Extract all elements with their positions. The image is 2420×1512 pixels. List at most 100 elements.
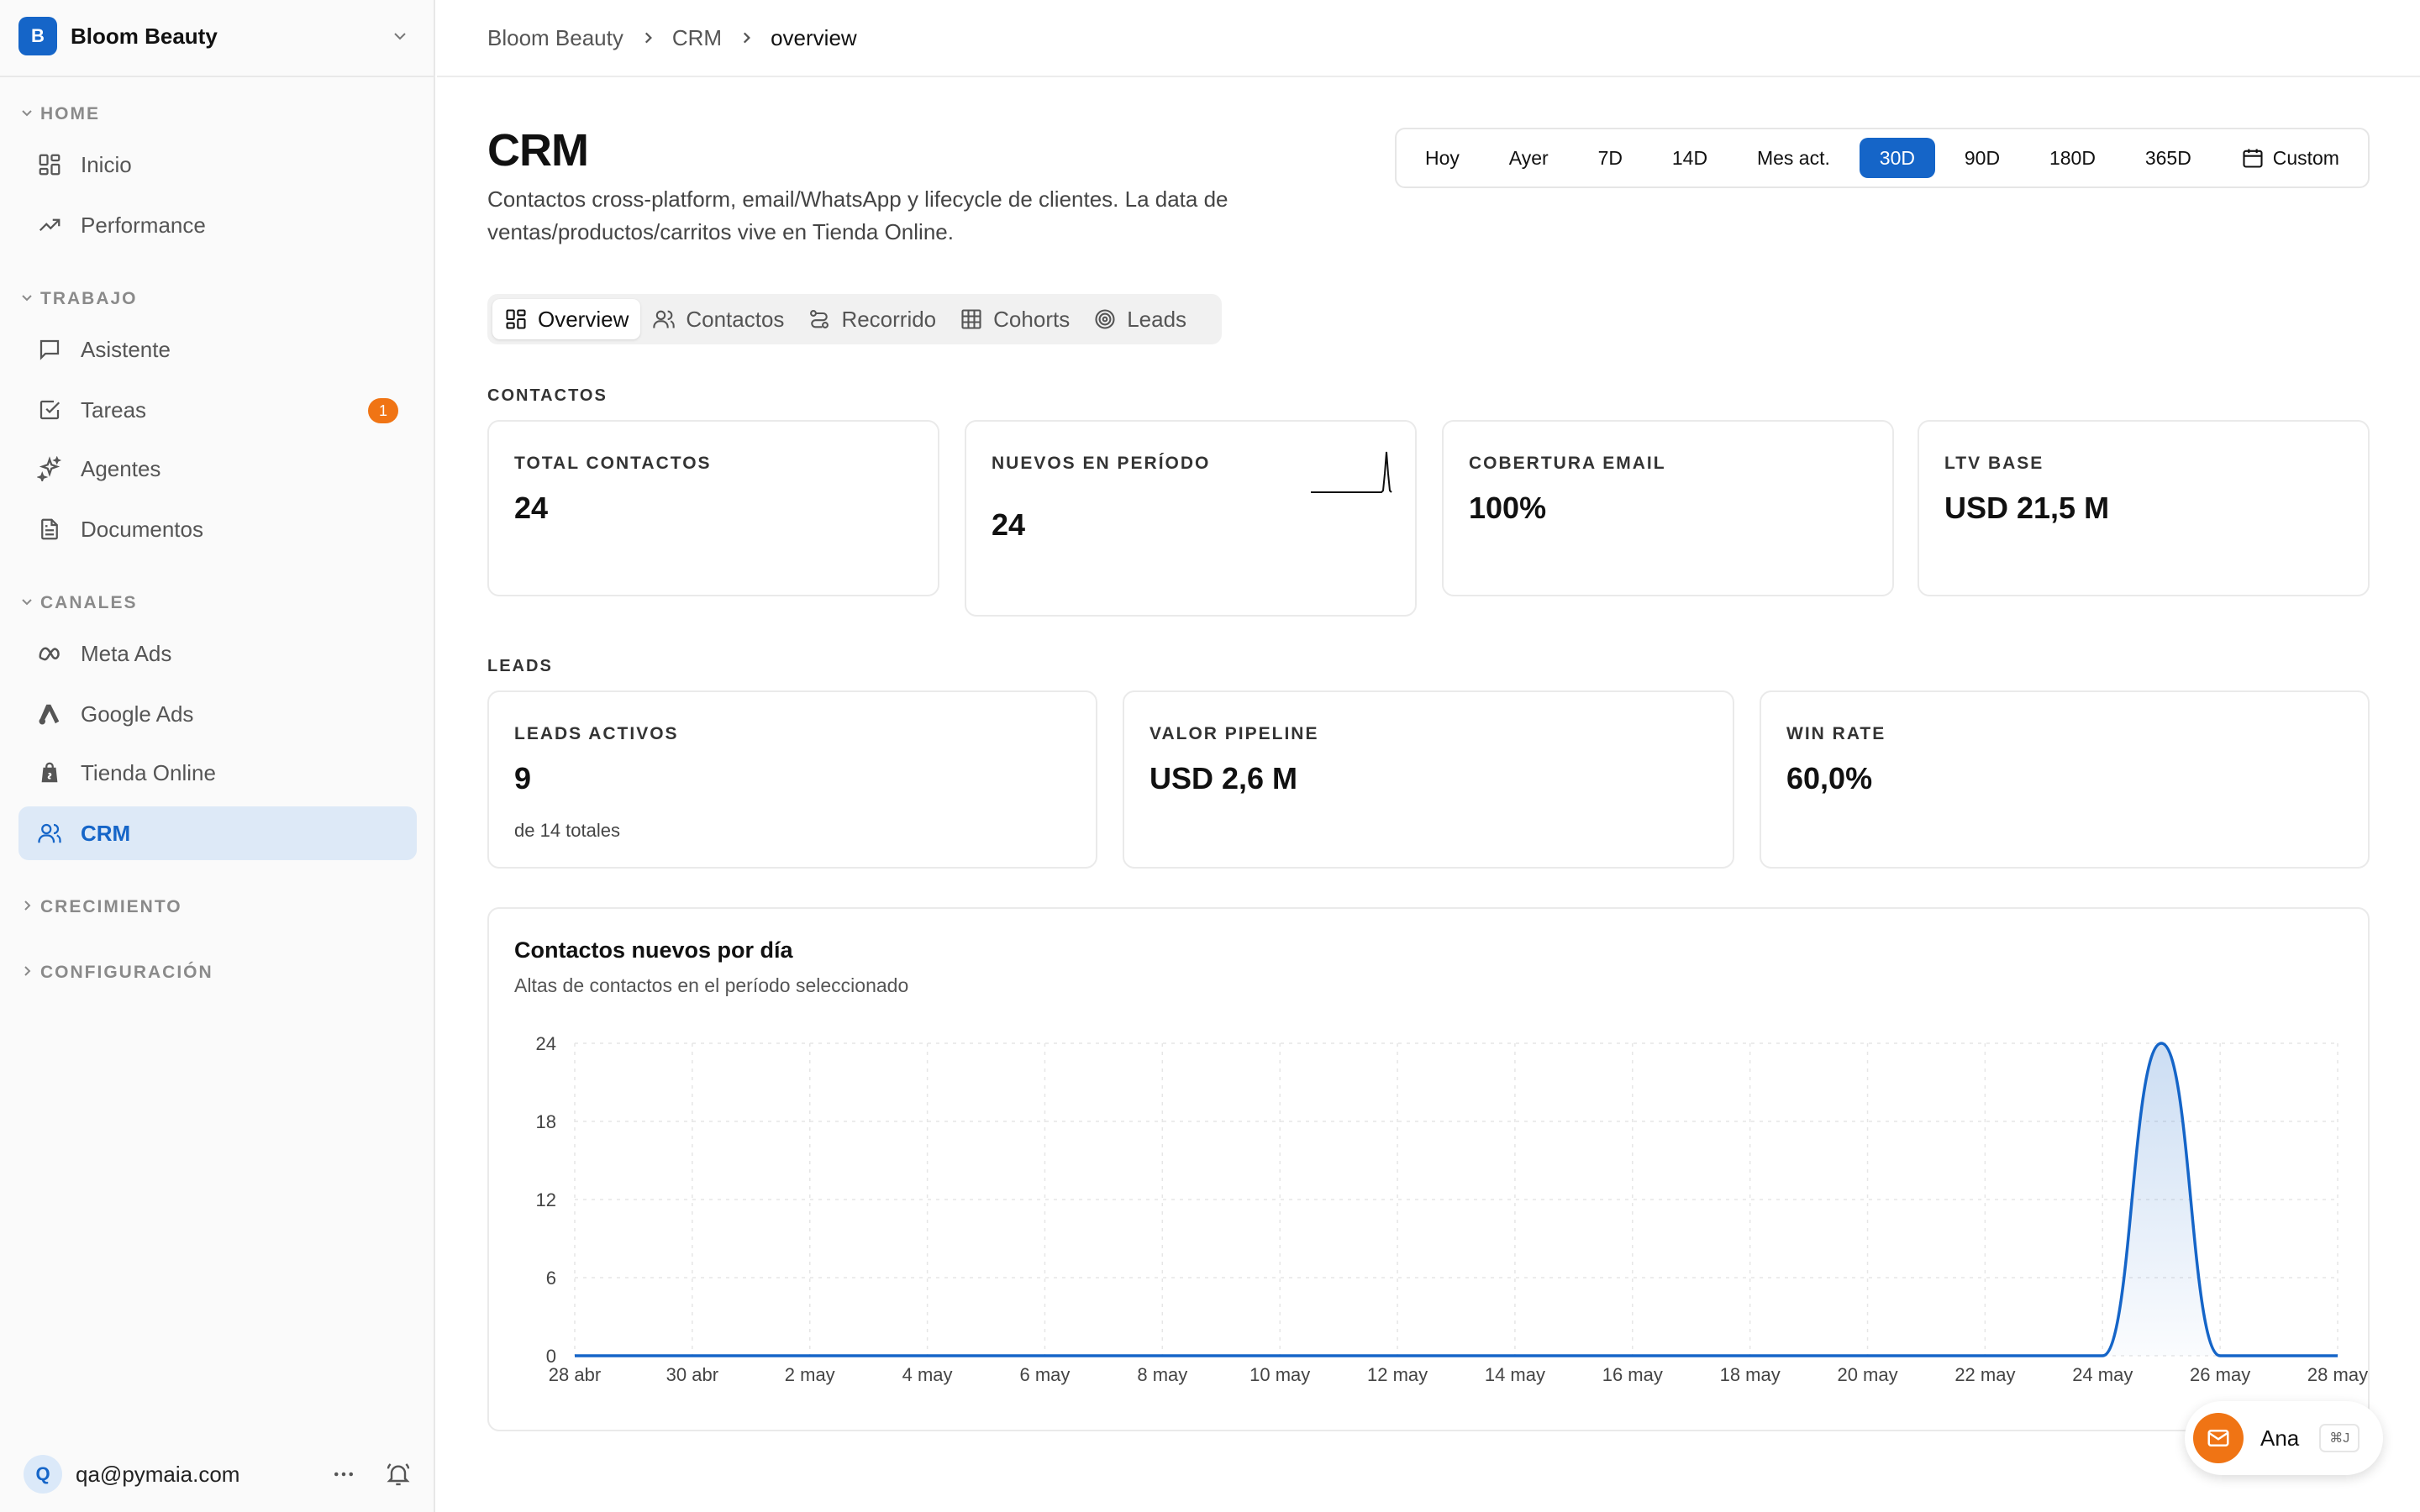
section-home-label: HOME xyxy=(40,104,100,123)
y-tick-label: 24 xyxy=(536,1033,556,1054)
data-point[interactable] xyxy=(984,1353,989,1358)
data-point[interactable] xyxy=(1512,1353,1518,1358)
data-point[interactable] xyxy=(2276,1353,2281,1358)
kpi-label: NUEVOS EN PERÍODO xyxy=(992,454,1211,473)
assistant-launcher[interactable]: Ana ⌘J xyxy=(2185,1401,2383,1475)
range-30d[interactable]: 30D xyxy=(1859,138,1935,178)
section-home[interactable]: HOME xyxy=(22,104,100,124)
chevron-down-icon xyxy=(22,599,32,606)
breadcrumb-crm[interactable]: CRM xyxy=(671,24,723,50)
data-point[interactable] xyxy=(1689,1353,1694,1358)
data-point[interactable] xyxy=(1865,1353,1870,1358)
sidebar-item-meta-ads[interactable]: Meta Ads xyxy=(18,627,417,680)
x-tick-label: 10 may xyxy=(1249,1364,1310,1385)
kpi-label: COBERTURA EMAIL xyxy=(1469,454,1666,473)
kpi-card-nuevos-periodo[interactable]: NUEVOS EN PERÍODO 24 xyxy=(965,420,1417,617)
date-range-picker: Hoy Ayer 7D 14D Mes act. 30D 90D 180D 36… xyxy=(1395,128,2370,188)
user-email[interactable]: qa@pymaia.com xyxy=(76,1461,240,1487)
range-14d[interactable]: 14D xyxy=(1671,146,1708,169)
tab-label: Contactos xyxy=(686,306,785,332)
sidebar-item-inicio[interactable]: Inicio xyxy=(18,138,417,192)
data-point[interactable] xyxy=(1218,1353,1223,1358)
section-crecimiento[interactable]: CRECIMIENTO xyxy=(24,897,182,917)
range-180d[interactable]: 180D xyxy=(2049,146,2096,169)
data-point[interactable] xyxy=(2100,1353,2105,1358)
data-point[interactable] xyxy=(1042,1353,1047,1358)
data-point[interactable] xyxy=(1160,1353,1165,1358)
data-point[interactable] xyxy=(1630,1353,1635,1358)
data-point[interactable] xyxy=(631,1353,636,1358)
page-title: CRM xyxy=(487,125,589,176)
data-point[interactable] xyxy=(925,1353,930,1358)
data-point[interactable] xyxy=(1982,1353,1987,1358)
tab-recorrido[interactable]: Recorrido xyxy=(796,299,948,339)
assistant-name: Ana xyxy=(2260,1425,2300,1451)
kpi-label: LTV BASE xyxy=(1944,454,2044,473)
topbar: Bloom Beauty CRM overview xyxy=(437,0,2420,77)
kpi-card-cobertura-email[interactable]: COBERTURA EMAIL 100% xyxy=(1442,420,1894,596)
kpi-card-valor-pipeline[interactable]: VALOR PIPELINE USD 2,6 M xyxy=(1123,690,1734,869)
users-icon xyxy=(653,310,676,328)
data-point[interactable] xyxy=(2217,1353,2223,1358)
data-point[interactable] xyxy=(2159,1041,2164,1046)
data-point[interactable] xyxy=(1748,1353,1753,1358)
sparkles-icon xyxy=(37,456,62,481)
data-point[interactable] xyxy=(866,1353,871,1358)
sidebar-item-tareas[interactable]: Tareas 1 xyxy=(18,383,417,437)
chevron-down-icon xyxy=(22,295,32,302)
tab-overview[interactable]: Overview xyxy=(492,299,641,339)
y-tick-label: 12 xyxy=(536,1189,556,1210)
data-point[interactable] xyxy=(1454,1353,1459,1358)
data-point[interactable] xyxy=(808,1353,813,1358)
data-point[interactable] xyxy=(1277,1353,1282,1358)
kpi-card-total-contactos[interactable]: TOTAL CONTACTOS 24 xyxy=(487,420,939,596)
data-point[interactable] xyxy=(1395,1353,1400,1358)
kpi-card-leads-activos[interactable]: LEADS ACTIVOS 9 de 14 totales xyxy=(487,690,1097,869)
range-ayer[interactable]: Ayer xyxy=(1508,146,1549,169)
sidebar-item-performance[interactable]: Performance xyxy=(18,198,417,252)
sidebar-item-label: Tareas xyxy=(81,396,147,423)
kpi-label: LEADS ACTIVOS xyxy=(514,724,679,743)
data-point[interactable] xyxy=(690,1353,695,1358)
chart-plot[interactable]: 0 6 12 18 24 28 abr 30 abr 2 may 4 may 6 may 8 may… xyxy=(489,909,2368,1430)
range-90d[interactable]: 90D xyxy=(1964,146,2001,169)
data-point[interactable] xyxy=(1807,1353,1812,1358)
range-hoy[interactable]: Hoy xyxy=(1425,146,1460,169)
sidebar-item-agentes[interactable]: Agentes xyxy=(18,442,417,496)
sidebar-item-label: Performance xyxy=(81,212,206,238)
data-point[interactable] xyxy=(2041,1353,2046,1358)
kpi-value: 24 xyxy=(514,491,549,525)
mail-icon xyxy=(2207,1430,2229,1446)
range-365d[interactable]: 365D xyxy=(2144,146,2191,169)
data-point[interactable] xyxy=(1571,1353,1576,1358)
data-point[interactable] xyxy=(1923,1353,1928,1358)
tab-cohorts[interactable]: Cohorts xyxy=(948,299,1081,339)
series-area xyxy=(575,1043,2338,1356)
bell-icon[interactable] xyxy=(385,1461,412,1488)
data-point[interactable] xyxy=(1336,1353,1341,1358)
more-horizontal-icon[interactable] xyxy=(331,1462,356,1487)
data-point[interactable] xyxy=(1101,1353,1106,1358)
range-7d[interactable]: 7D xyxy=(1597,146,1623,169)
breadcrumb-org[interactable]: Bloom Beauty xyxy=(487,24,623,50)
kpi-card-ltv-base[interactable]: LTV BASE USD 21,5 M xyxy=(1918,420,2370,596)
sidebar-item-asistente[interactable]: Asistente xyxy=(18,323,417,376)
data-point[interactable] xyxy=(749,1353,754,1358)
data-point[interactable] xyxy=(572,1353,577,1358)
section-trabajo[interactable]: TRABAJO xyxy=(22,289,138,309)
shopify-bag-icon xyxy=(41,762,58,783)
tab-leads[interactable]: Leads xyxy=(1081,299,1198,339)
range-custom[interactable]: Custom xyxy=(2221,138,2360,178)
sidebar-item-crm[interactable]: CRM xyxy=(18,806,417,860)
range-mes-actual[interactable]: Mes act. xyxy=(1756,146,1830,169)
sidebar-item-documentos[interactable]: Documentos xyxy=(18,502,417,556)
org-switcher[interactable]: B Bloom Beauty xyxy=(18,15,417,57)
sidebar-item-tienda-online[interactable]: Tienda Online xyxy=(18,746,417,800)
sidebar-item-google-ads[interactable]: Google Ads xyxy=(18,687,417,741)
section-canales[interactable]: CANALES xyxy=(22,593,138,613)
tab-contactos[interactable]: Contactos xyxy=(640,299,796,339)
avatar[interactable]: Q xyxy=(24,1455,62,1494)
kpi-card-win-rate[interactable]: WIN RATE 60,0% xyxy=(1760,690,2370,869)
data-point[interactable] xyxy=(2335,1353,2340,1358)
section-configuracion[interactable]: CONFIGURACIÓN xyxy=(24,963,213,983)
